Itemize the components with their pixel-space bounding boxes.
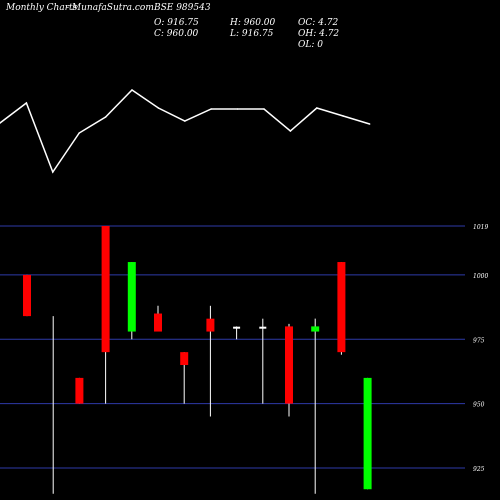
candle-body <box>180 352 189 366</box>
site-name-label: - MunafaSutra.com <box>66 3 154 13</box>
line-point-14 <box>342 115 345 117</box>
low-value: L: 916.75 <box>230 29 274 39</box>
candle-body <box>233 326 241 329</box>
open-close-pct: OC: 4.72 <box>298 18 339 28</box>
candle-body <box>337 262 346 353</box>
candle-body <box>154 313 162 332</box>
line-point-9 <box>210 108 212 110</box>
y-tick-label: 1000 <box>473 273 488 280</box>
line-point-5 <box>104 116 107 118</box>
y-tick-label: 975 <box>473 337 485 344</box>
candle-13 <box>337 262 346 355</box>
open-low-pct: OL: 0 <box>298 40 323 50</box>
high-value: H: 960.00 <box>230 18 276 28</box>
candle-11 <box>285 323 293 417</box>
candle-5 <box>127 262 136 340</box>
y-tick-label: 1019 <box>473 224 488 231</box>
candle-body <box>23 274 31 317</box>
line-point-4 <box>78 132 80 134</box>
open-value: O: 916.75 <box>154 18 199 28</box>
candle-body <box>206 318 215 332</box>
candle-7 <box>180 352 189 404</box>
candle-12 <box>311 318 320 494</box>
close-value: C: 960.00 <box>154 29 199 39</box>
line-point-15 <box>368 123 371 125</box>
candle-3 <box>75 377 84 404</box>
candle-6 <box>154 305 162 332</box>
chart-brand-label: Monthly Charts <box>6 3 78 13</box>
line-point-1 <box>0 122 1 124</box>
line-point-12 <box>289 130 292 132</box>
candle-8 <box>206 305 215 417</box>
candle-body <box>75 377 84 404</box>
y-tick-label: 950 <box>473 402 485 409</box>
open-high-pct: OH: 4.72 <box>298 29 340 39</box>
line-point-10 <box>236 108 239 110</box>
candle-body <box>127 262 136 332</box>
candle-body <box>101 226 110 353</box>
candle-9 <box>233 326 241 340</box>
candle-body <box>259 326 267 329</box>
candle-body <box>311 326 320 332</box>
line-point-11 <box>263 108 265 110</box>
line-point-13 <box>316 107 318 109</box>
symbol-label: BSE 989543 <box>154 3 211 13</box>
line-point-7 <box>157 107 160 109</box>
line-point-2 <box>25 102 28 104</box>
line-point-3 <box>52 171 54 173</box>
candle-1 <box>23 274 31 317</box>
candle-4 <box>101 226 110 404</box>
line-point-8 <box>184 120 186 122</box>
candle-10 <box>259 318 267 404</box>
candle-body <box>363 377 372 490</box>
y-tick-label: 925 <box>473 466 485 473</box>
line-chart <box>0 89 371 174</box>
candle-body <box>285 326 293 404</box>
line-point-6 <box>131 89 133 91</box>
candle-14 <box>363 377 372 490</box>
